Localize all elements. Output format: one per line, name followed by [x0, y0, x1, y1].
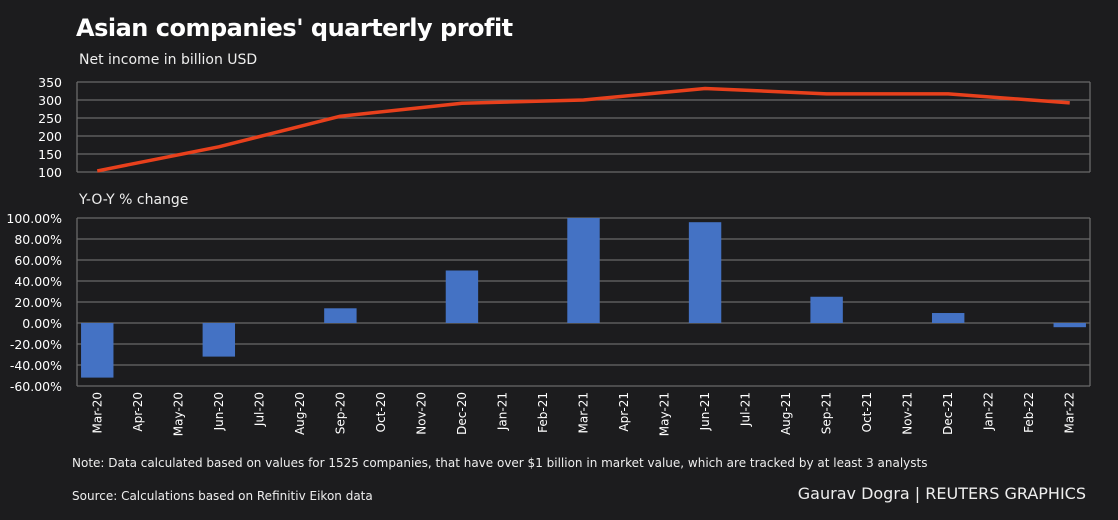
x-tick-label: Jul-21 [739, 392, 753, 427]
line-chart-title: Net income in billion USD [79, 52, 258, 68]
bar-chart-title: Y-O-Y % change [79, 192, 189, 208]
x-tick-label: Jan-21 [495, 392, 509, 431]
line-y-tick: 300 [38, 93, 62, 108]
bar-dec-20 [445, 270, 479, 323]
source-text: Source: Calculations based on Refinitiv … [72, 489, 373, 503]
bar-sep-21 [810, 296, 843, 323]
bar-y-tick: 80.00% [14, 232, 62, 247]
x-tick-label: Jun-20 [212, 392, 226, 431]
line-y-tick: 150 [38, 147, 62, 162]
x-tick-label: Nov-21 [901, 392, 915, 435]
note-text: Note: Data calculated based on values fo… [72, 456, 928, 470]
bar-y-tick: 0.00% [22, 316, 62, 331]
bar-dec-21 [931, 313, 965, 323]
bar-y-tick: 60.00% [14, 253, 62, 268]
x-tick-label: Apr-21 [617, 392, 631, 432]
x-tick-label: Feb-21 [536, 392, 550, 433]
x-tick-label: May-20 [171, 392, 185, 436]
bar-y-tick: -60.00% [10, 379, 62, 394]
x-tick-label: Mar-20 [90, 392, 104, 433]
bar-jun-20 [202, 323, 236, 357]
x-tick-label: Sep-21 [820, 392, 834, 434]
x-tick-label: Aug-20 [293, 392, 307, 435]
x-tick-label: Oct-20 [374, 392, 388, 432]
x-tick-label: Apr-20 [131, 392, 145, 432]
bar-mar-20 [81, 323, 114, 378]
x-tick-label: Dec-20 [455, 392, 469, 435]
x-tick-label: Mar-22 [1063, 392, 1077, 433]
x-tick-label: Feb-22 [1022, 392, 1036, 433]
x-tick-label: May-21 [658, 392, 672, 436]
x-tick-label: Jun-21 [698, 392, 712, 431]
bar-y-tick: -40.00% [10, 358, 62, 373]
bar-mar-21 [567, 218, 600, 323]
bar-sep-20 [324, 308, 357, 323]
x-tick-label: Oct-21 [860, 392, 874, 432]
bar-y-tick: 100.00% [6, 211, 62, 226]
x-tick-label: Jul-20 [252, 392, 266, 427]
x-tick-label: Dec-21 [941, 392, 955, 435]
x-tick-label: Mar-21 [577, 392, 591, 433]
line-y-tick: 350 [38, 75, 62, 90]
x-tick-label: Jan-22 [982, 392, 996, 431]
x-tick-label: Aug-21 [779, 392, 793, 435]
profit-line [96, 86, 1070, 173]
bar-mar-22 [1053, 323, 1086, 328]
line-y-tick: 200 [38, 129, 62, 144]
bar-y-tick: 40.00% [14, 274, 62, 289]
line-y-tick: 100 [38, 165, 62, 180]
chart-title: Asian companies' quarterly profit [76, 14, 513, 42]
bar-jun-21 [688, 222, 722, 323]
credit-text: Gaurav Dogra | REUTERS GRAPHICS [797, 484, 1086, 503]
x-tick-label: Nov-20 [414, 392, 428, 435]
bar-y-tick: 20.00% [14, 295, 62, 310]
bar-y-tick: -20.00% [10, 337, 62, 352]
line-y-tick: 250 [38, 111, 62, 126]
x-tick-label: Sep-20 [333, 392, 347, 434]
